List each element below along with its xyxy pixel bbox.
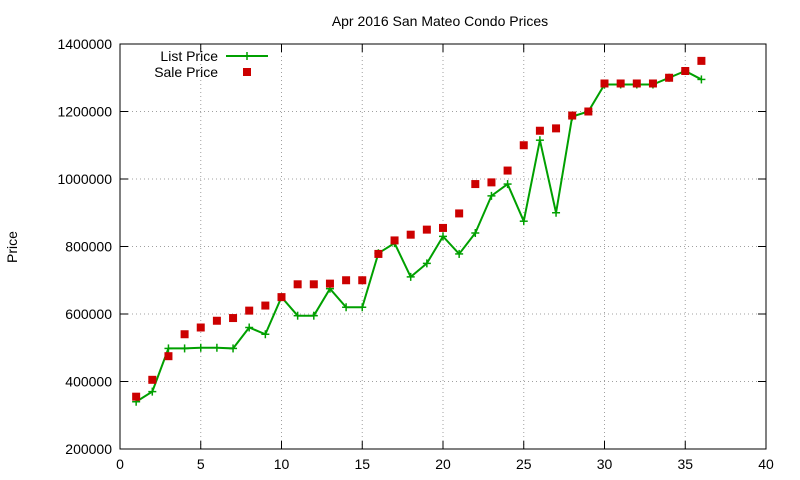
x-tick-label: 35 xyxy=(677,456,693,472)
sale-price-point xyxy=(293,280,302,289)
list-price-point xyxy=(196,343,205,352)
y-tick-label: 1000000 xyxy=(57,171,112,187)
sale-price-point xyxy=(632,79,641,88)
y-tick-label: 600000 xyxy=(65,306,112,322)
list-price-point xyxy=(293,311,302,320)
list-price-point xyxy=(455,249,464,258)
list-price-point xyxy=(503,180,512,189)
sale-price-point xyxy=(148,375,157,384)
sale-price-point xyxy=(455,209,464,218)
list-price-point xyxy=(229,344,238,353)
sale-price-point xyxy=(600,79,609,88)
sale-price-point xyxy=(406,230,415,239)
list-price-point xyxy=(519,217,528,226)
x-tick-label: 40 xyxy=(758,456,774,472)
x-tick-label: 5 xyxy=(197,456,205,472)
sale-price-point xyxy=(212,316,221,325)
sale-price-point xyxy=(552,124,561,133)
sale-price-point xyxy=(665,73,674,82)
sale-price-point xyxy=(648,79,657,88)
sale-price-point xyxy=(132,392,141,401)
axis-ticks: 200000 400000 600000 800000 1000000 1200000 14… xyxy=(57,36,774,472)
sale-price-point xyxy=(487,178,496,187)
series-sale-price xyxy=(132,56,706,401)
x-tick-label: 10 xyxy=(274,456,290,472)
sale-price-point xyxy=(325,279,334,288)
list-price-point xyxy=(245,323,254,332)
series xyxy=(132,56,706,406)
x-tick-label: 30 xyxy=(597,456,613,472)
chart-title: Apr 2016 San Mateo Condo Prices xyxy=(332,13,548,29)
sale-price-point xyxy=(196,323,205,332)
list-price-point xyxy=(439,232,447,241)
sale-price-point xyxy=(535,126,544,135)
y-tick-label: 200000 xyxy=(65,441,112,457)
y-tick-label: 800000 xyxy=(65,239,112,255)
sale-price-point xyxy=(519,141,528,150)
list-price-point xyxy=(309,311,318,320)
y-tick-label: 1400000 xyxy=(57,36,112,52)
sale-price-point xyxy=(342,276,351,285)
list-price-point xyxy=(212,343,221,352)
list-price-point xyxy=(406,272,415,281)
sale-price-point xyxy=(277,293,286,302)
list-price-point xyxy=(552,208,561,217)
x-tick-label: 15 xyxy=(354,456,370,472)
x-tick-label: 20 xyxy=(435,456,451,472)
sale-price-point xyxy=(681,67,690,75)
list-price-point xyxy=(697,75,706,84)
legend-plus-swatch xyxy=(243,52,251,60)
legend-label: Sale Price xyxy=(154,64,218,80)
list-price-point xyxy=(471,229,480,237)
list-price-point xyxy=(487,191,496,200)
list-price-point xyxy=(422,259,431,268)
list-price-point xyxy=(164,344,173,353)
list-price-point xyxy=(535,136,544,145)
sale-price-point xyxy=(439,223,447,232)
sale-price-point xyxy=(422,225,431,234)
sale-price-point xyxy=(503,166,512,175)
list-price-point xyxy=(342,303,351,312)
sale-price-point xyxy=(471,180,480,189)
legend-label: List Price xyxy=(160,48,218,64)
list-price-point xyxy=(261,330,270,339)
y-axis-label: Price xyxy=(4,231,20,263)
sale-price-point xyxy=(697,56,706,65)
sale-price-point xyxy=(245,306,254,315)
sale-price-point xyxy=(568,111,577,120)
sale-price-point xyxy=(616,79,625,88)
sale-price-point xyxy=(374,249,383,258)
sale-price-point xyxy=(584,107,593,116)
y-tick-label: 1200000 xyxy=(57,104,112,120)
sale-price-point xyxy=(390,236,399,245)
sale-price-point xyxy=(180,330,189,339)
list-price-point xyxy=(180,344,189,353)
sale-price-point xyxy=(164,352,173,361)
y-tick-label: 400000 xyxy=(65,374,112,390)
x-tick-label: 0 xyxy=(116,456,124,472)
sale-price-point xyxy=(309,280,318,289)
list-price-point xyxy=(148,387,157,396)
sale-price-point xyxy=(358,276,367,285)
sale-price-point xyxy=(229,314,238,323)
x-tick-label: 25 xyxy=(516,456,532,472)
list-price-point xyxy=(358,303,367,312)
sale-price-point xyxy=(261,301,270,310)
legend-square-swatch xyxy=(243,68,251,76)
